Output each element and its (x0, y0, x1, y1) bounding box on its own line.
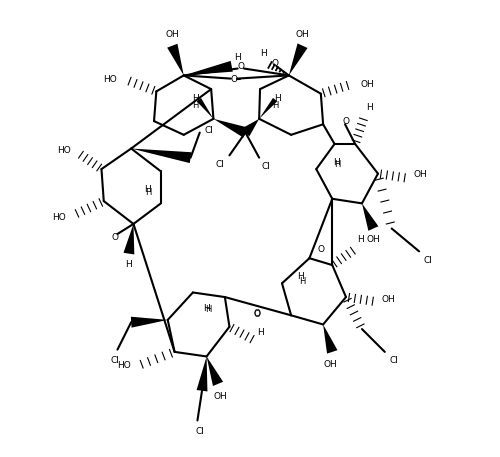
Text: H: H (144, 185, 150, 194)
Text: OH: OH (296, 30, 310, 39)
Text: O: O (112, 233, 118, 242)
Text: H: H (300, 276, 306, 286)
Text: HO: HO (118, 361, 131, 370)
Text: H: H (297, 272, 304, 281)
Text: H: H (358, 235, 364, 244)
Polygon shape (259, 98, 277, 119)
Text: H: H (274, 94, 281, 103)
Text: H: H (272, 101, 278, 110)
Text: H: H (366, 103, 374, 112)
Text: H: H (205, 305, 211, 314)
Text: H: H (334, 158, 340, 167)
Text: H: H (126, 260, 132, 270)
Text: Cl: Cl (216, 160, 225, 169)
Polygon shape (196, 98, 214, 119)
Text: H: H (192, 101, 198, 110)
Text: H: H (257, 328, 264, 337)
Text: OH: OH (366, 235, 380, 244)
Text: O: O (238, 62, 244, 71)
Text: HO: HO (56, 146, 70, 155)
Polygon shape (214, 119, 248, 138)
Text: OH: OH (323, 360, 337, 369)
Polygon shape (362, 203, 378, 231)
Polygon shape (242, 119, 259, 136)
Polygon shape (323, 324, 338, 354)
Text: H: H (234, 53, 241, 62)
Polygon shape (131, 149, 192, 163)
Text: OH: OH (166, 30, 179, 39)
Text: Cl: Cl (196, 427, 204, 436)
Text: Cl: Cl (424, 256, 432, 265)
Polygon shape (167, 44, 184, 75)
Text: H: H (192, 94, 198, 103)
Polygon shape (131, 317, 168, 328)
Polygon shape (124, 224, 134, 255)
Text: H: H (334, 160, 341, 169)
Text: Cl: Cl (262, 162, 270, 171)
Polygon shape (196, 356, 207, 392)
Text: O: O (342, 117, 349, 126)
Polygon shape (206, 356, 223, 386)
Text: O: O (254, 310, 260, 319)
Text: O: O (318, 244, 324, 254)
Text: OH: OH (214, 392, 227, 401)
Polygon shape (184, 61, 232, 75)
Text: OH: OH (360, 80, 374, 89)
Text: H: H (260, 49, 267, 58)
Text: HO: HO (103, 75, 117, 85)
Text: H: H (146, 188, 152, 197)
Text: Cl: Cl (110, 356, 120, 366)
Text: HO: HO (52, 213, 66, 222)
Polygon shape (289, 43, 308, 75)
Text: Cl: Cl (204, 126, 213, 135)
Text: H: H (203, 304, 210, 313)
Text: O: O (254, 308, 260, 318)
Text: OH: OH (381, 295, 395, 304)
Text: OH: OH (413, 170, 427, 179)
Text: O: O (230, 75, 237, 85)
Text: O: O (272, 58, 278, 68)
Text: Cl: Cl (390, 356, 398, 366)
